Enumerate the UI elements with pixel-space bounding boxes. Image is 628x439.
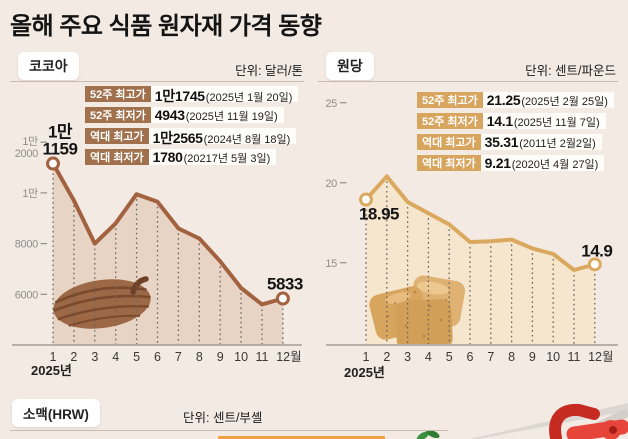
svg-text:15: 15 <box>325 258 337 270</box>
divider-sugar <box>318 81 618 82</box>
stat-row: 역대 최고가 1만2565 (2024년 8월 18일) <box>85 128 298 146</box>
stat-row: 52주 최저가 14.1 (2025년 11월 7일) <box>417 113 614 129</box>
stat-row: 역대 최저가 9.21 (2020년 4월 27일) <box>417 155 614 171</box>
svg-text:5: 5 <box>133 350 140 364</box>
stat-value: 1만2565 <box>152 130 203 146</box>
svg-text:8000: 8000 <box>15 239 38 251</box>
svg-text:11: 11 <box>568 350 581 364</box>
stat-badge: 52주 최저가 <box>417 113 483 129</box>
svg-text:2000: 2000 <box>15 148 38 160</box>
panel-tab-wheat: 소맥(HRW) <box>12 399 100 427</box>
stat-value: 35.31 <box>484 134 519 150</box>
stat-date: (2011년 2월2일) <box>519 138 596 150</box>
svg-text:25: 25 <box>325 98 337 110</box>
svg-text:12월: 12월 <box>276 350 301 364</box>
svg-text:20: 20 <box>325 178 337 190</box>
svg-text:1: 1 <box>50 350 57 364</box>
svg-text:8: 8 <box>196 350 203 364</box>
svg-text:2025년: 2025년 <box>31 363 72 378</box>
svg-text:1: 1 <box>363 350 370 364</box>
stat-row: 역대 최저가 1780 (20217년 5월 3일) <box>85 149 298 165</box>
stat-date: (2024년 8월 18일) <box>203 134 291 146</box>
svg-text:2: 2 <box>70 350 77 364</box>
svg-text:4: 4 <box>425 350 432 364</box>
red-tool-illustration <box>470 403 628 439</box>
bottom-decorations <box>218 403 628 439</box>
svg-text:5833: 5833 <box>267 275 303 294</box>
svg-text:9: 9 <box>217 350 224 364</box>
stat-value: 14.1 <box>486 113 513 129</box>
stat-badge: 52주 최고가 <box>417 92 483 108</box>
svg-text:6: 6 <box>467 350 474 364</box>
svg-text:8: 8 <box>508 350 515 364</box>
stat-value: 1만1745 <box>154 88 205 104</box>
stats-cocoa: 52주 최고가 1만1745 (2025년 1월 20일) 52주 최저가 494… <box>85 86 299 165</box>
stat-row: 52주 최고가 21.25 (2025년 2월 25일) <box>417 92 614 108</box>
svg-text:11: 11 <box>256 350 269 364</box>
stat-date: (2025년 11월 19일) <box>185 111 278 123</box>
stat-value: 4943 <box>154 107 185 123</box>
panel-tab-cocoa: 코코아 <box>18 52 79 80</box>
unit-label-cocoa: 단위: 달러/톤 <box>235 64 303 78</box>
page-title: 올해 주요 식품 원자재 가격 동향 <box>10 13 322 40</box>
svg-text:7: 7 <box>487 350 494 364</box>
stat-badge: 역대 최저가 <box>417 155 481 171</box>
cocoa-pod-illustration <box>52 276 151 329</box>
panel-tab-sugar: 원당 <box>326 52 374 80</box>
sugar-lumps-illustration <box>369 275 466 344</box>
stat-badge: 52주 최고가 <box>85 86 151 102</box>
stat-date: (20217년 5월 3일) <box>183 153 271 165</box>
svg-text:14.9: 14.9 <box>581 241 612 260</box>
sprout-illustration <box>416 429 440 439</box>
stat-row: 52주 최저가 4943 (2025년 11월 19일) <box>85 107 298 123</box>
svg-text:2025년: 2025년 <box>344 365 385 380</box>
sugar-chart: 25 20 15 1 2 3 4 5 6 7 8 9 10 11 12월 2025년 18.95 14.9 <box>325 98 618 380</box>
svg-text:2: 2 <box>383 350 390 364</box>
svg-text:3: 3 <box>91 350 98 364</box>
stat-badge: 역대 최고가 <box>417 134 481 150</box>
stat-badge: 역대 최저가 <box>85 149 149 165</box>
stat-date: (2020년 4월 27일) <box>511 159 599 171</box>
svg-text:6000: 6000 <box>15 289 38 301</box>
stats-sugar: 52주 최고가 21.25 (2025년 2월 25일) 52주 최저가 14.1… <box>417 92 614 171</box>
svg-text:4: 4 <box>112 350 119 364</box>
svg-text:5: 5 <box>446 350 453 364</box>
svg-text:7: 7 <box>175 350 182 364</box>
divider-cocoa <box>10 81 304 82</box>
svg-text:10: 10 <box>546 350 560 364</box>
unit-label-sugar: 단위: 센트/파운드 <box>525 64 616 78</box>
svg-text:10: 10 <box>234 350 248 364</box>
svg-text:12월: 12월 <box>588 350 613 364</box>
stat-date: (2025년 11월 7일) <box>513 117 600 129</box>
svg-text:3: 3 <box>404 350 411 364</box>
stat-badge: 52주 최저가 <box>85 107 151 123</box>
svg-text:9: 9 <box>529 350 536 364</box>
wheat-stat-badge-partial <box>218 436 385 439</box>
svg-text:1만: 1만 <box>48 123 73 142</box>
svg-text:6: 6 <box>154 350 161 364</box>
svg-text:1159: 1159 <box>43 140 78 159</box>
svg-text:1만: 1만 <box>22 135 38 148</box>
stat-value: 9.21 <box>484 155 511 171</box>
divider-wheat <box>10 430 448 431</box>
unit-label-wheat: 단위: 센트/부셸 <box>183 411 263 425</box>
stat-row: 역대 최고가 35.31 (2011년 2월2일) <box>417 134 614 150</box>
stat-row: 52주 최고가 1만1745 (2025년 1월 20일) <box>85 86 299 104</box>
stat-date: (2025년 2월 25일) <box>521 96 608 108</box>
svg-text:1만: 1만 <box>22 187 38 200</box>
svg-text:18.95: 18.95 <box>359 205 399 224</box>
stat-value: 21.25 <box>486 92 521 108</box>
stat-badge: 역대 최고가 <box>85 128 149 144</box>
stat-date: (2025년 1월 20일) <box>205 92 293 104</box>
stat-value: 1780 <box>152 149 183 165</box>
